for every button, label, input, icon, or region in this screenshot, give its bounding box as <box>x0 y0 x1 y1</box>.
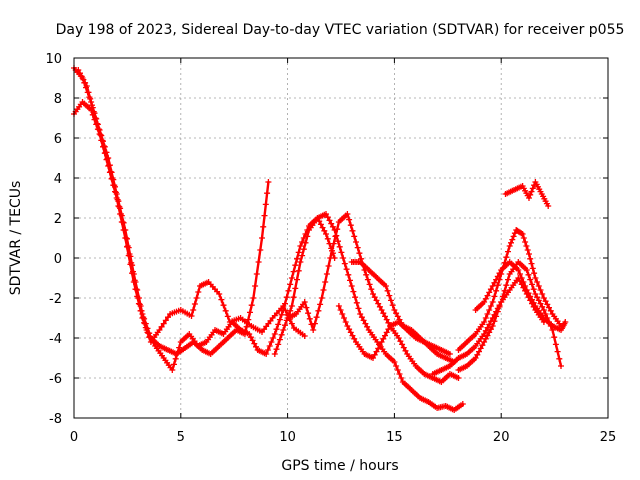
plot-frame <box>73 57 609 419</box>
series-layer <box>71 65 569 413</box>
y-axis-label: SDTVAR / TECUs <box>8 181 24 296</box>
series-track-11 <box>472 259 569 333</box>
series-track-10 <box>429 275 547 377</box>
y-tick-label: 10 <box>45 52 62 67</box>
y-tick-label: 6 <box>54 132 62 147</box>
series-track-4 <box>271 211 466 413</box>
x-axis-label: GPS time / hours <box>281 458 398 474</box>
x-tick-label: 20 <box>493 430 510 445</box>
series-plus-markers <box>502 179 552 209</box>
series-plus-markers <box>472 259 569 333</box>
series-track-12 <box>502 179 552 209</box>
series-plus-markers <box>429 275 547 377</box>
y-tick-label: -2 <box>49 292 62 307</box>
chart-title: Day 198 of 2023, Sidereal Day-to-day VTE… <box>56 22 625 38</box>
x-tick-label: 0 <box>70 430 78 445</box>
series-plus-markers <box>455 227 564 353</box>
x-tick-label: 5 <box>177 430 185 445</box>
x-tick-label: 25 <box>600 430 617 445</box>
x-tick-label: 15 <box>386 430 403 445</box>
y-tick-label: 8 <box>54 92 62 107</box>
y-tick-label: -4 <box>49 332 62 347</box>
y-tick-label: 0 <box>54 252 62 267</box>
y-tick-label: -8 <box>49 412 62 427</box>
series-track-8 <box>455 227 564 353</box>
series-track-7 <box>348 259 458 365</box>
axis-layer: 0 5 10 15 20 25 -8 -6 -4 -2 0 2 4 6 8 10 <box>45 52 616 445</box>
x-tick-label: 10 <box>279 430 296 445</box>
series-track-3 <box>75 67 338 373</box>
y-tick-label: -6 <box>49 372 62 387</box>
series-plus-markers <box>348 259 458 365</box>
y-tick-label: 2 <box>54 212 62 227</box>
y-tick-label: 4 <box>54 172 62 187</box>
